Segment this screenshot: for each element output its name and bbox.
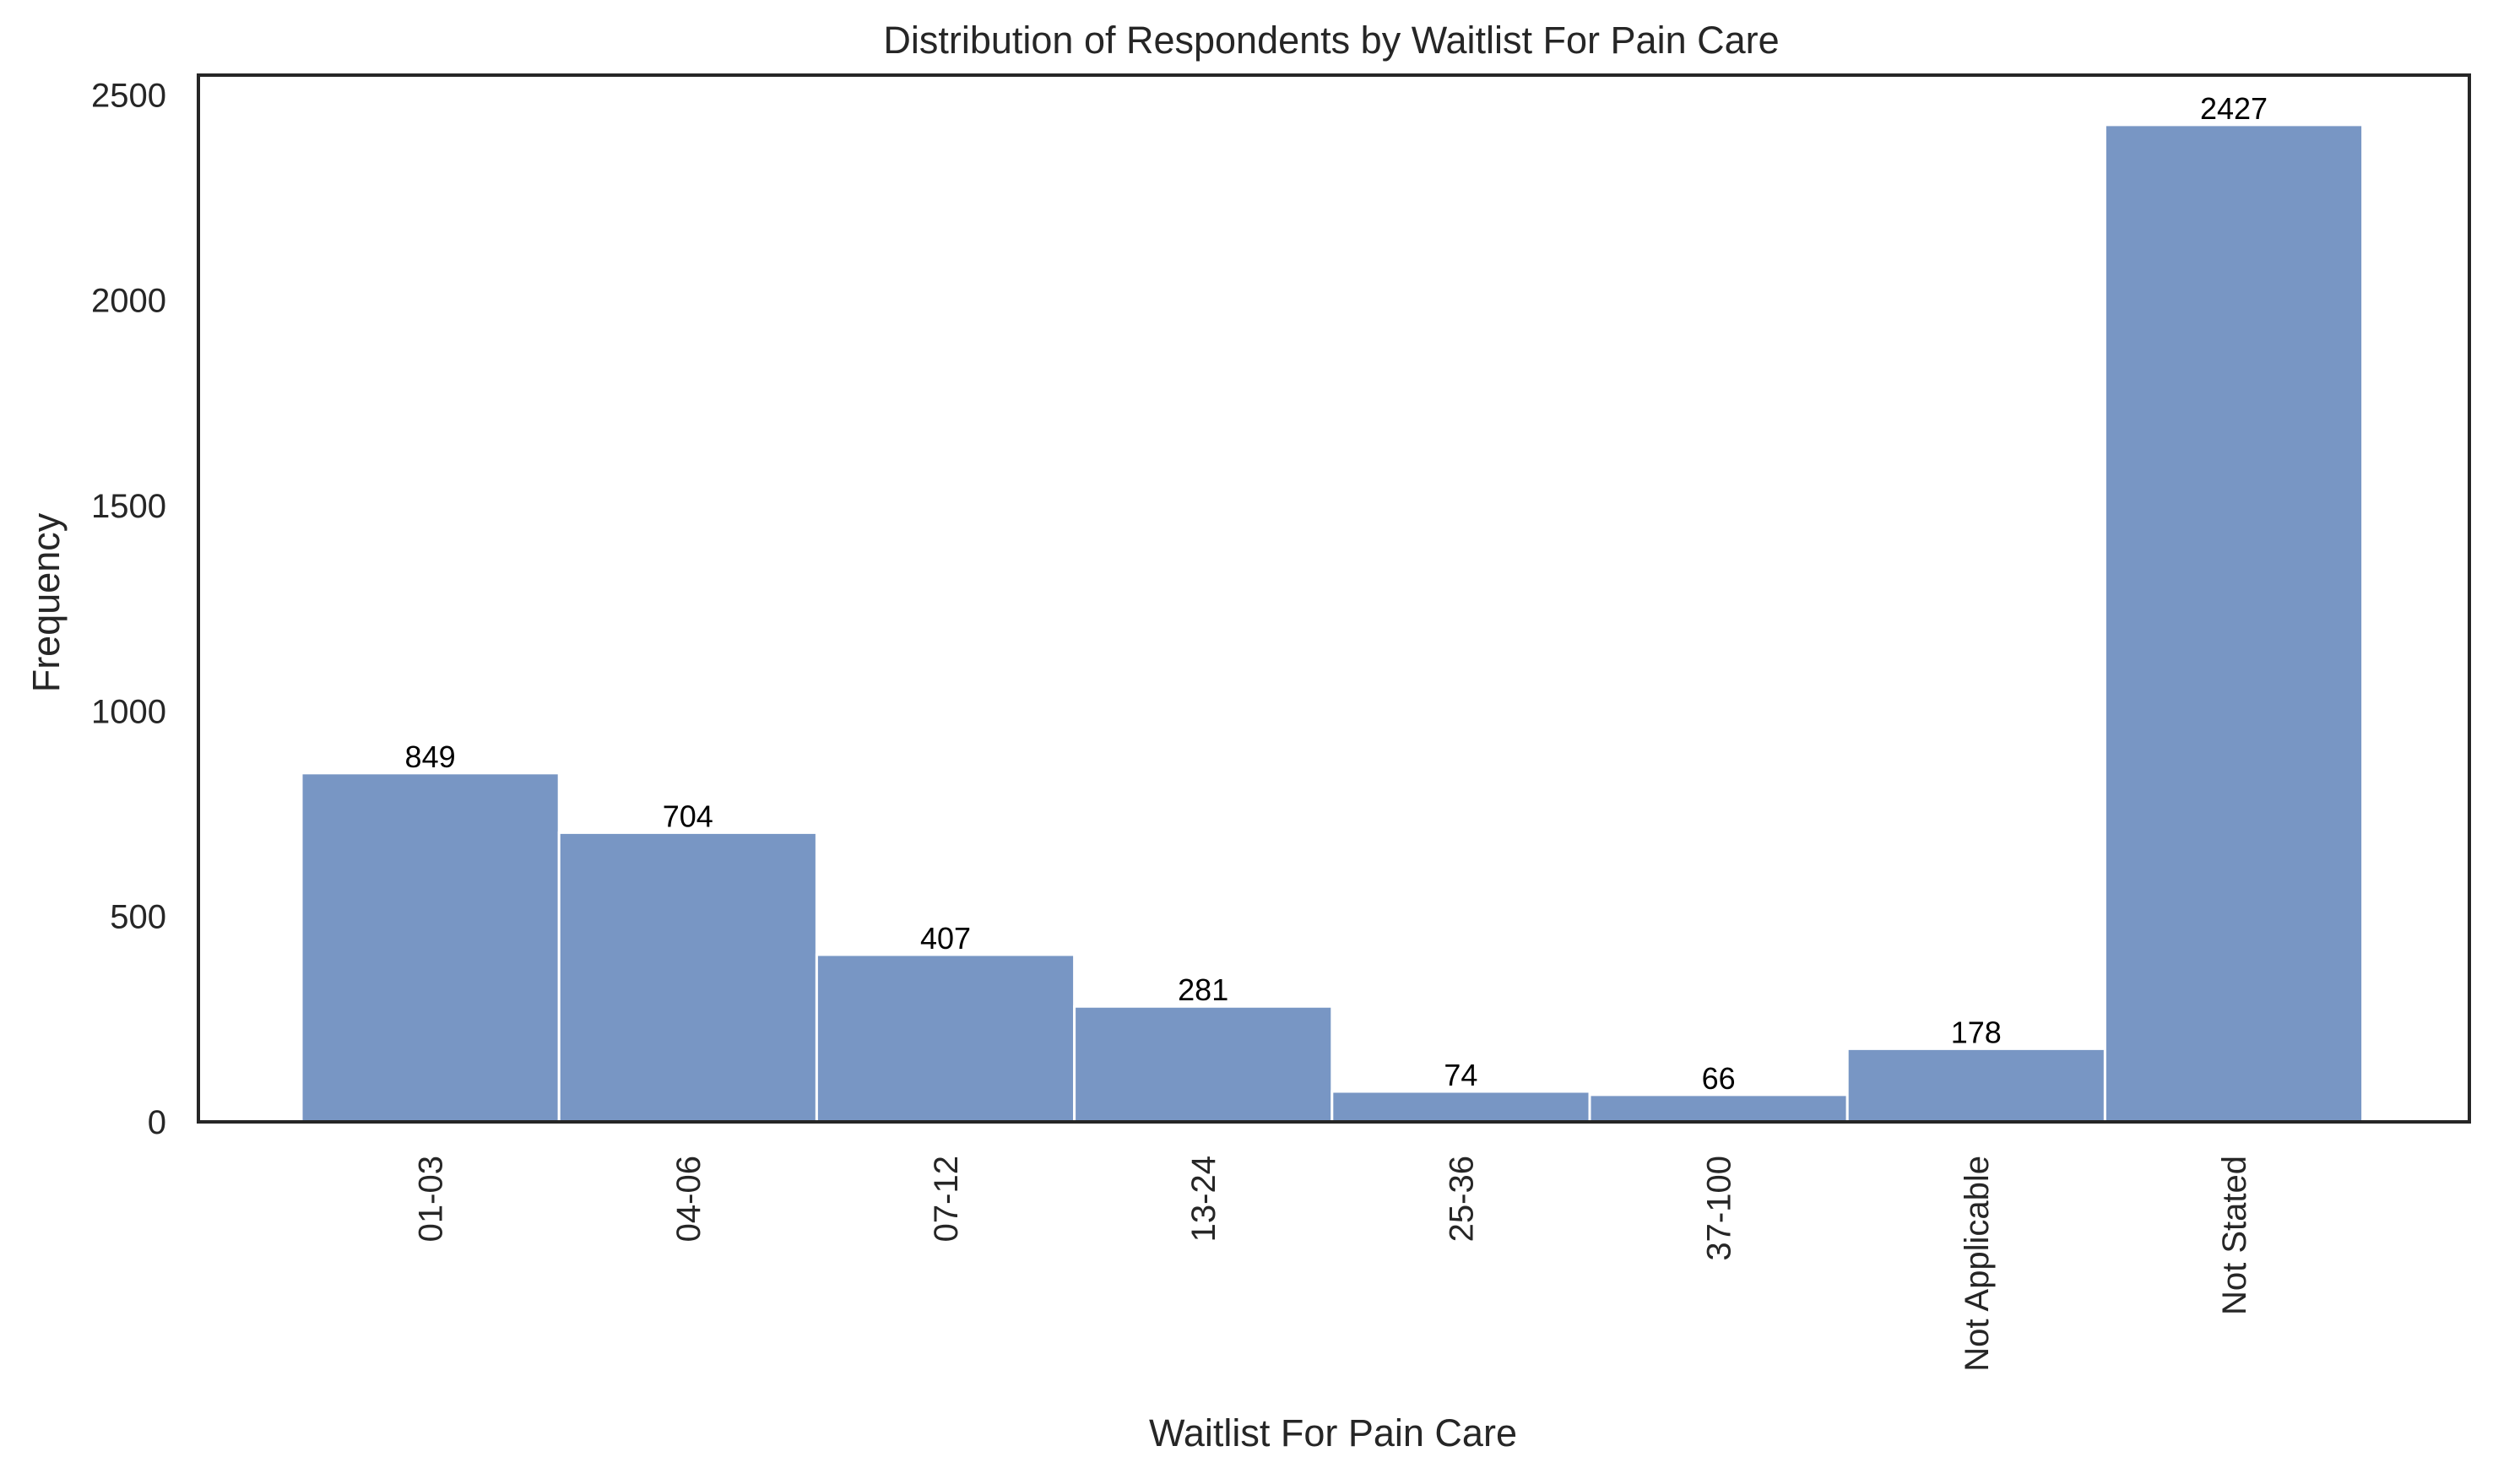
x-tick-label: Not Applicable bbox=[1959, 1156, 1996, 1372]
bar bbox=[557, 831, 818, 1124]
data-label: 407 bbox=[920, 921, 971, 956]
data-label: 74 bbox=[1444, 1058, 1477, 1092]
y-tick-label: 2500 bbox=[91, 77, 166, 114]
bar bbox=[1845, 1047, 2106, 1124]
data-label: 2427 bbox=[2200, 91, 2268, 126]
data-label: 704 bbox=[663, 799, 713, 833]
bar bbox=[815, 953, 1076, 1124]
plot-frame bbox=[197, 73, 2471, 1124]
data-label: 66 bbox=[1702, 1061, 1736, 1096]
bar bbox=[1073, 1005, 1334, 1124]
y-tick-label: 2000 bbox=[91, 283, 166, 320]
y-tick-label: 1500 bbox=[91, 488, 166, 525]
data-labels-layer: 849 704 407 281 74 66 178 2427 bbox=[405, 91, 2268, 1096]
data-label: 281 bbox=[1178, 972, 1228, 1007]
x-tick-label: Not Stated bbox=[2216, 1156, 2253, 1315]
data-label: 178 bbox=[1951, 1015, 2002, 1049]
x-axis-ticks: 01-03 04-06 07-12 13-24 25-36 37-100 Not Appli… bbox=[413, 1156, 2253, 1372]
x-tick-label: 04-06 bbox=[670, 1156, 707, 1242]
chart-title: Distribution of Respondents by Waitlist … bbox=[883, 19, 1779, 62]
y-tick-label: 500 bbox=[110, 899, 166, 936]
data-label: 849 bbox=[405, 739, 456, 774]
bar bbox=[1588, 1093, 1849, 1124]
y-axis-ticks: 0 500 1000 1500 2000 2500 bbox=[91, 77, 166, 1141]
bar bbox=[2103, 123, 2365, 1124]
x-tick-label: 13-24 bbox=[1185, 1156, 1222, 1242]
x-tick-label: 07-12 bbox=[928, 1156, 965, 1242]
x-axis-title: Waitlist For Pain Care bbox=[1149, 1411, 1517, 1454]
x-tick-label: 01-03 bbox=[413, 1156, 450, 1242]
bars-layer bbox=[300, 123, 2365, 1124]
x-tick-label: 25-36 bbox=[1443, 1156, 1480, 1242]
bar bbox=[300, 772, 561, 1124]
y-axis-title: Frequency bbox=[24, 512, 68, 692]
x-tick-label: 37-100 bbox=[1701, 1156, 1738, 1261]
bar bbox=[1331, 1090, 1591, 1124]
y-tick-label: 0 bbox=[148, 1104, 166, 1141]
y-tick-label: 1000 bbox=[91, 693, 166, 730]
